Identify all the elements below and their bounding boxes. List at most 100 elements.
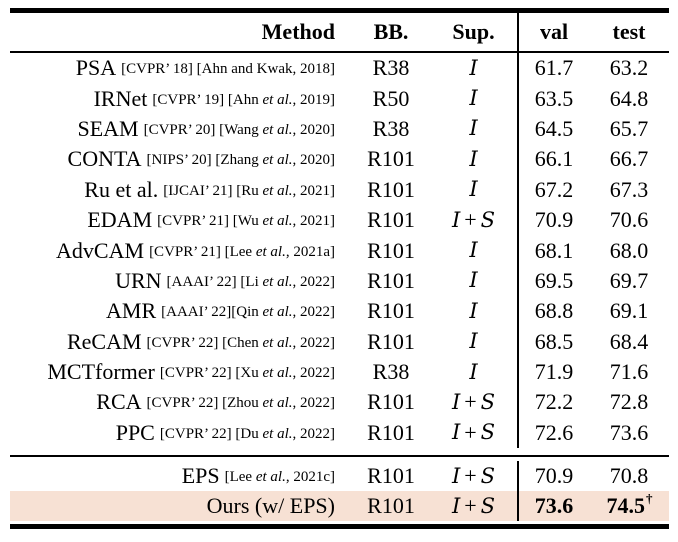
table-row: PSA [CVPR’ 18] [Ahn and Kwak, 2018] R38 I 61… bbox=[10, 53, 669, 84]
backbone-cell: R50 bbox=[372, 85, 410, 111]
script-i-symbol: I bbox=[451, 420, 461, 445]
val-score-cell: 69.5 bbox=[517, 265, 589, 297]
method-citation: [CVPR’ 19] [Ahn et al., 2019] bbox=[152, 91, 335, 108]
method-name: EDAM bbox=[87, 207, 153, 233]
test-score-cell: 67.3 bbox=[609, 176, 649, 202]
table-row: ReCAM [CVPR’ 22] [Chen et al., 2022] R101 I… bbox=[10, 326, 669, 357]
table-row: PPC [CVPR’ 22] [Du et al., 2022] R101 I + S 72… bbox=[10, 417, 669, 449]
method-citation: [AAAI’ 22] [Li et al., 2022] bbox=[166, 273, 335, 290]
table-row: AMR [AAAI’ 22][Qin et al., 2022] R101 I 68.8… bbox=[10, 296, 669, 327]
prior-methods-section: PSA [CVPR’ 18] [Ahn and Kwak, 2018] R38 I 61… bbox=[10, 53, 669, 449]
script-i-symbol: I bbox=[469, 55, 478, 80]
eps-comparison-section: EPS [Lee et al., 2021c] R101 I + S 70.9 70.8 Our… bbox=[10, 461, 669, 522]
column-header-test: test bbox=[612, 19, 646, 44]
method-cell: AMR [AAAI’ 22][Qin et al., 2022] bbox=[10, 296, 352, 326]
method-citation: [AAAI’ 22][Qin et al., 2022] bbox=[161, 304, 335, 321]
table-row: Ru et al. [IJCAI’ 21] [Ru et al., 2021] R1… bbox=[10, 174, 669, 205]
header-underline-rule bbox=[10, 51, 669, 53]
method-citation: [CVPR’ 22] [Xu et al., 2022] bbox=[159, 365, 335, 382]
supervision-cell: I bbox=[430, 357, 517, 387]
val-score-cell: 66.1 bbox=[517, 144, 589, 175]
script-s-symbol: S bbox=[480, 389, 496, 414]
method-cell: URN [AAAI’ 22] [Li et al., 2022] bbox=[10, 266, 352, 296]
supervision-cell: I bbox=[430, 266, 517, 296]
table-row: EPS [Lee et al., 2021c] R101 I + S 70.9 70.8 bbox=[10, 461, 669, 492]
val-score-cell: 61.7 bbox=[517, 53, 589, 84]
script-s-symbol: S bbox=[480, 207, 496, 232]
table-bottom-rule bbox=[10, 524, 669, 530]
method-cell: ReCAM [CVPR’ 22] [Chen et al., 2022] bbox=[10, 327, 352, 357]
method-citation: [IJCAI’ 21] [Ru et al., 2021] bbox=[163, 182, 335, 199]
val-score-cell: 68.8 bbox=[517, 296, 589, 327]
backbone-cell: R101 bbox=[367, 298, 415, 324]
table-row: EDAM [CVPR’ 21] [Wu et al., 2021] R101 I + S 7… bbox=[10, 204, 669, 236]
table-row: CONTA [NIPS’ 20] [Zhang et al., 2020] R101… bbox=[10, 144, 669, 175]
script-i-symbol: I bbox=[469, 298, 478, 323]
val-score-cell: 67.2 bbox=[517, 174, 589, 205]
script-i-symbol: I bbox=[451, 463, 461, 488]
script-i-symbol: I bbox=[451, 389, 461, 414]
test-score-cell: 69.7 bbox=[609, 267, 649, 293]
script-i-symbol: I bbox=[469, 86, 478, 111]
method-name: IRNet bbox=[93, 85, 148, 111]
script-s-symbol: S bbox=[480, 493, 496, 518]
val-score-cell: 70.9 bbox=[517, 204, 589, 236]
supervision-cell: I bbox=[430, 175, 517, 205]
table-row: MCTformer [CVPR’ 22] [Xu et al., 2022] R38… bbox=[10, 356, 669, 388]
column-header-backbone: BB. bbox=[373, 19, 409, 44]
script-i-symbol: I bbox=[469, 146, 478, 171]
backbone-cell: R38 bbox=[372, 55, 410, 81]
method-name: AdvCAM bbox=[56, 237, 145, 263]
backbone-cell: R101 bbox=[367, 267, 415, 293]
method-name: PSA bbox=[75, 55, 117, 81]
section-divider-rule bbox=[10, 455, 669, 458]
table-row: RCA [CVPR’ 22] [Zhou et al., 2022] R101 I + S… bbox=[10, 387, 669, 418]
val-score-cell: 72.2 bbox=[517, 387, 589, 418]
test-score-cell: 65.7 bbox=[609, 115, 649, 141]
method-cell: EPS [Lee et al., 2021c] bbox=[10, 461, 352, 491]
method-cell: MCTformer [CVPR’ 22] [Xu et al., 2022] bbox=[10, 357, 352, 387]
val-score-cell: 63.5 bbox=[517, 83, 589, 114]
table-header-row: Method BB. Sup. val test bbox=[10, 13, 669, 51]
test-score-cell: 68.0 bbox=[609, 237, 649, 263]
method-citation: [CVPR’ 18] [Ahn and Kwak, 2018] bbox=[121, 61, 335, 78]
test-score-cell: 68.4 bbox=[609, 328, 649, 354]
method-cell: AdvCAM [CVPR’ 21] [Lee et al., 2021a] bbox=[10, 235, 352, 265]
test-score-cell: 70.6 bbox=[609, 207, 649, 233]
column-header-method: Method bbox=[261, 19, 335, 44]
supervision-cell: I bbox=[430, 235, 517, 265]
val-score-cell: 73.6 bbox=[517, 491, 589, 522]
test-score-cell: 64.8 bbox=[609, 85, 649, 111]
val-score-cell: 64.5 bbox=[517, 113, 589, 145]
supervision-cell: I + S bbox=[451, 207, 496, 233]
script-i-symbol: I bbox=[451, 493, 461, 518]
backbone-cell: R101 bbox=[367, 463, 415, 489]
method-citation: [CVPR’ 21] [Lee et al., 2021a] bbox=[149, 243, 335, 260]
test-score-cell: 69.1 bbox=[609, 298, 649, 324]
method-citation: [CVPR’ 21] [Wu et al., 2021] bbox=[157, 213, 335, 230]
script-i-symbol: I bbox=[469, 329, 478, 354]
backbone-cell: R38 bbox=[372, 115, 410, 141]
val-score-cell: 72.6 bbox=[517, 417, 589, 449]
method-citation: [Lee et al., 2021c] bbox=[224, 469, 335, 486]
method-name: CONTA bbox=[67, 146, 142, 172]
backbone-cell: R101 bbox=[367, 419, 415, 445]
test-score-cell: 71.6 bbox=[609, 359, 649, 385]
backbone-cell: R101 bbox=[367, 176, 415, 202]
script-i-symbol: I bbox=[451, 207, 461, 232]
table-row: IRNet [CVPR’ 19] [Ahn et al., 2019] R50 I 63… bbox=[10, 83, 669, 114]
script-i-symbol: I bbox=[469, 268, 478, 293]
script-s-symbol: S bbox=[480, 420, 496, 445]
method-cell: Ours (w/ EPS) bbox=[10, 491, 352, 521]
method-cell: Ru et al. [IJCAI’ 21] [Ru et al., 2021] bbox=[10, 175, 352, 205]
script-i-symbol: I bbox=[469, 238, 478, 263]
script-i-symbol: I bbox=[469, 177, 478, 202]
column-header-val: val bbox=[517, 13, 589, 51]
supervision-cell: I bbox=[430, 114, 517, 144]
backbone-cell: R101 bbox=[367, 389, 415, 415]
val-score-cell: 70.9 bbox=[517, 461, 589, 492]
method-cell: IRNet [CVPR’ 19] [Ahn et al., 2019] bbox=[10, 83, 352, 113]
supervision-cell: I bbox=[430, 53, 517, 83]
method-name: Ours (w/ EPS) bbox=[206, 493, 335, 519]
